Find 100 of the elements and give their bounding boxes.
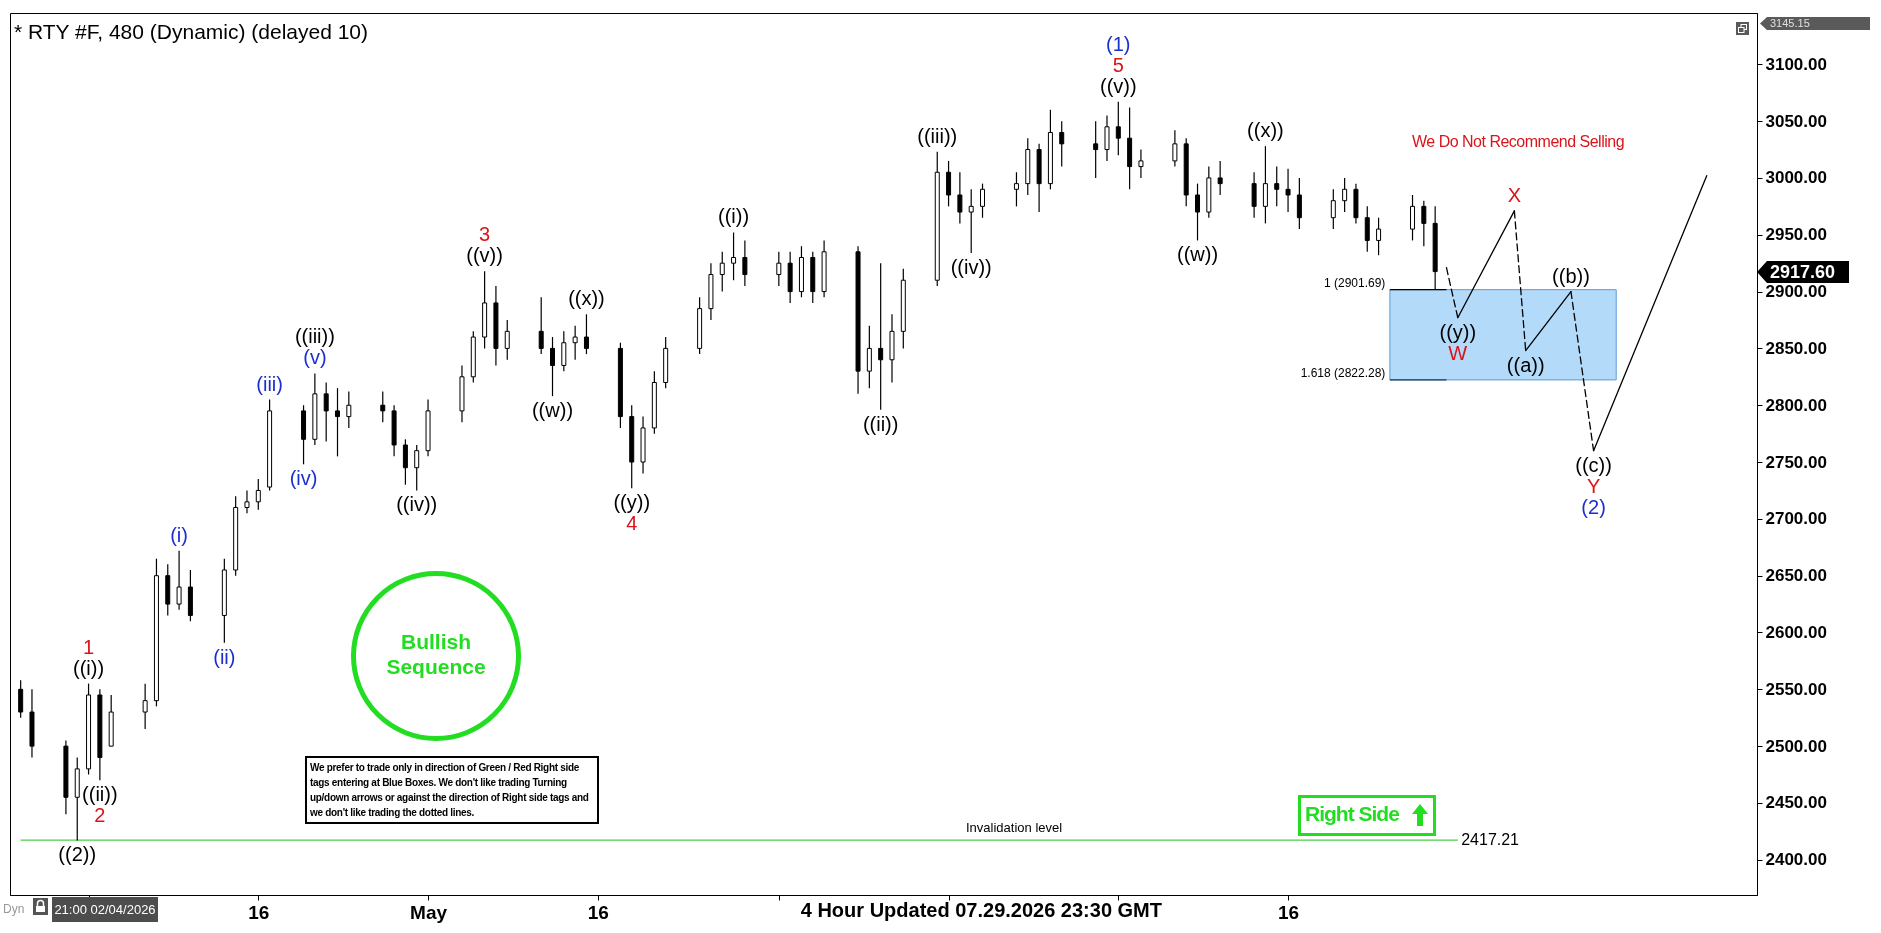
candlestick — [980, 183, 986, 219]
candlestick — [18, 679, 24, 719]
candlestick — [1410, 194, 1416, 242]
annotation: We prefer to trade only in direction of Green / Red Right side tags entering at Blue Boxes. We don't like trading Turning up/down arrows or against the direction of Right side tags and we don't like trading the dotted lines. — [305, 756, 599, 824]
annotation: ((i)) — [73, 656, 105, 679]
annotation: Right Side — [1305, 802, 1399, 827]
y-tick-label: 3100.00 — [1765, 54, 1827, 74]
candlestick — [323, 381, 329, 443]
candlestick — [414, 444, 420, 492]
annotation: (i) — [170, 523, 188, 546]
y-tick-label: 3050.00 — [1765, 111, 1827, 131]
y-tick-label: 2550.00 — [1765, 679, 1827, 699]
annotation: 1 — [82, 635, 95, 658]
annotation: ((iv)) — [396, 493, 438, 516]
annotation: (2) — [1581, 495, 1606, 518]
annotation: 3 — [479, 223, 491, 246]
annotation: 2 — [94, 804, 106, 827]
y-tick-label: 2850.00 — [1765, 338, 1827, 358]
x-tick-label: 16 — [248, 901, 270, 923]
candlestick — [142, 683, 148, 730]
candlestick — [1013, 171, 1019, 207]
y-tick-label: 2450.00 — [1765, 793, 1827, 813]
ref-line-label: 1.618 (2822.28) — [1300, 365, 1386, 380]
annotation: ((v)) — [466, 244, 503, 267]
y-tick-label: 2950.00 — [1765, 225, 1827, 245]
y-tick-label: 2500.00 — [1765, 736, 1827, 756]
annotation: ((y)) — [1439, 320, 1477, 343]
candlestick — [1376, 217, 1382, 256]
candlestick — [968, 188, 974, 254]
candlestick — [1217, 160, 1223, 196]
x-tick-label: 16 — [1277, 901, 1300, 923]
annotation: (iii) — [256, 372, 283, 395]
candlestick — [1296, 177, 1302, 230]
candlestick — [380, 390, 386, 423]
candlestick — [255, 478, 261, 511]
ref-line-label: 1 (2901.69) — [1323, 275, 1386, 290]
candlestick — [719, 251, 725, 293]
annotation: ((ii)) — [862, 412, 899, 435]
annotation: ((w)) — [1176, 243, 1219, 266]
candlestick — [1138, 148, 1144, 179]
annotation: We Do Not Recommend Selling — [1412, 133, 1625, 152]
candlestick — [1421, 200, 1427, 247]
text: 4 Hour Updated 07.29.2026 23:30 GMT — [800, 899, 1162, 922]
text: 3145.15 — [1760, 17, 1870, 30]
candlestick — [776, 251, 782, 287]
candlestick — [572, 325, 578, 361]
candlestick — [1115, 101, 1121, 156]
annotation: (1) — [1106, 32, 1131, 55]
y-tick-label: 2750.00 — [1765, 452, 1827, 472]
candlestick — [176, 550, 182, 611]
annotation: ((iii)) — [294, 325, 335, 348]
text: 2917.60 — [1757, 261, 1849, 283]
annotation: ((iii)) — [917, 124, 958, 147]
candlestick — [742, 239, 748, 287]
candlestick — [244, 489, 250, 514]
annotation: (ii) — [213, 645, 236, 668]
annotation: 5 — [1112, 53, 1124, 76]
x-tick-label: 16 — [587, 901, 609, 923]
annotation: ((c)) — [1575, 453, 1612, 476]
annotation: ((x)) — [1247, 119, 1284, 142]
candlestick — [1330, 188, 1336, 230]
y-tick-label: 2900.00 — [1765, 282, 1827, 302]
annotation: ((x)) — [568, 287, 605, 310]
candlestick — [1262, 145, 1268, 224]
y-tick-label: 2800.00 — [1765, 395, 1827, 415]
candlestick — [866, 325, 872, 389]
annotation: ((b)) — [1552, 264, 1590, 287]
annotation: ((iv)) — [950, 255, 992, 278]
candlestick — [583, 313, 589, 355]
candlestick — [878, 262, 884, 411]
y-tick-label: 2400.00 — [1765, 850, 1827, 870]
annotation: Bullish Sequence — [385, 629, 487, 679]
annotation: ((w)) — [531, 399, 574, 422]
x-tick-label: May — [410, 901, 448, 923]
annotation: X — [1507, 183, 1522, 206]
candlestick — [946, 160, 952, 207]
annotation: ((ii)) — [82, 783, 118, 806]
candlestick — [1364, 205, 1370, 253]
y-tick-label: 2700.00 — [1765, 509, 1827, 529]
annotation: Invalidation level — [966, 820, 1063, 836]
ref-line-label: 2417.21 — [1461, 831, 1520, 849]
candlestick — [1342, 177, 1348, 213]
text: Dyn — [3, 902, 25, 917]
candlestick — [1172, 129, 1178, 168]
candlestick — [538, 296, 544, 355]
candlestick — [1104, 114, 1110, 162]
chart-title: * RTY #F, 480 (Dynamic) (delayed 10) — [14, 20, 369, 45]
annotation: ((v)) — [1099, 74, 1137, 97]
candlestick — [1059, 120, 1065, 168]
candlestick — [504, 319, 510, 361]
y-tick-label: 2600.00 — [1765, 623, 1827, 642]
candlestick — [346, 390, 352, 429]
candlestick — [402, 438, 408, 486]
candlestick — [731, 231, 737, 281]
candlestick — [957, 171, 963, 224]
annotation: ((i)) — [718, 205, 750, 228]
candlestick — [335, 387, 340, 457]
candlestick — [1093, 120, 1099, 179]
annotation: ((y)) — [613, 491, 651, 514]
annotation: (v) — [303, 346, 327, 369]
